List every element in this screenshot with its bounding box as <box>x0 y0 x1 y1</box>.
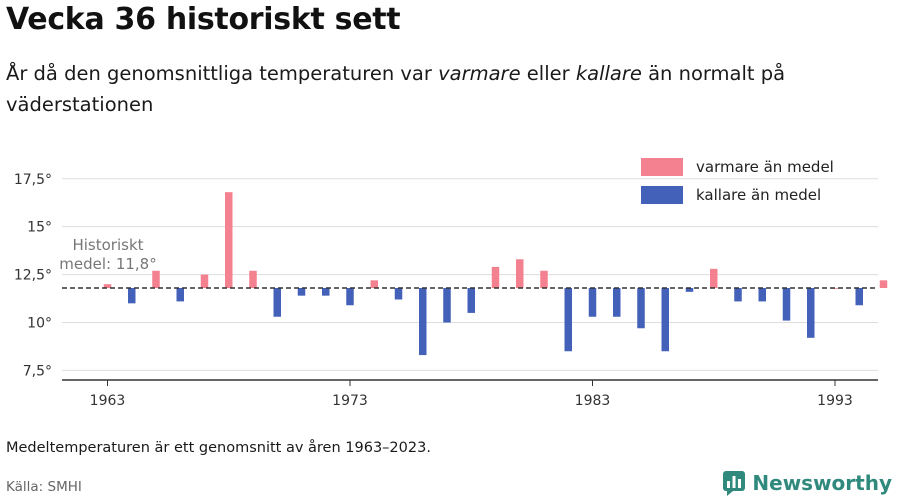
bar-1974 <box>370 280 378 288</box>
legend-swatch <box>641 158 683 176</box>
bar-1977 <box>443 288 451 323</box>
bar-1995 <box>879 280 888 288</box>
brand-logo: Newsworthy <box>722 470 892 496</box>
y-tick-label: 10° <box>27 316 52 332</box>
brand-name: Newsworthy <box>752 471 892 495</box>
bar-1983 <box>588 288 597 317</box>
bar-1973 <box>346 288 354 306</box>
bar-1989 <box>734 288 742 302</box>
y-tick-label: 12,5° <box>14 268 52 284</box>
bar-1970 <box>273 288 281 317</box>
average-label-line1: Historiskt <box>72 236 143 254</box>
chart-subtitle: År då den genomsnittliga temperaturen va… <box>6 62 786 116</box>
bar-1988 <box>710 268 718 288</box>
y-tick-label: 17,5° <box>14 172 52 188</box>
newsworthy-logo-icon <box>723 471 746 496</box>
footnote: Medeltemperaturen är ett genomsnitt av å… <box>6 440 431 456</box>
bar-1982 <box>564 288 572 352</box>
legend-label: kallare än medel <box>696 186 821 204</box>
bar-1971 <box>297 288 306 296</box>
bar-1980 <box>516 259 524 288</box>
bar-1992 <box>807 288 815 338</box>
x-tick-label: 1963 <box>90 393 126 409</box>
y-tick-label: 7,5° <box>23 363 52 379</box>
bar-1979 <box>491 266 500 288</box>
legend-swatch <box>641 186 683 204</box>
bar-1976 <box>419 288 427 356</box>
bar-1969 <box>249 270 257 288</box>
source-note: Källa: SMHI <box>6 479 82 495</box>
bar-1963 <box>103 284 112 288</box>
bar-1965 <box>152 270 160 288</box>
y-tick-label: 15° <box>27 220 52 236</box>
legend-label: varmare än medel <box>696 158 834 176</box>
bar-1994 <box>855 288 863 306</box>
bar-1966 <box>176 288 184 302</box>
bar-1972 <box>322 288 330 296</box>
cold-word: kallare <box>575 62 642 85</box>
x-tick-label: 1993 <box>817 393 853 409</box>
bar-1984 <box>613 288 621 317</box>
bar-1991 <box>782 288 791 321</box>
average-label-line2: medel: 11,8° <box>59 255 156 273</box>
bar-1986 <box>661 288 669 352</box>
bar-1985 <box>637 288 645 329</box>
bar-1967 <box>200 274 209 288</box>
bar-1975 <box>394 288 403 300</box>
warm-word: varmare <box>438 62 521 85</box>
chart-title: Vecka 36 historiskt sett <box>6 2 401 37</box>
x-tick-label: 1983 <box>575 393 611 409</box>
bar-1978 <box>467 288 475 313</box>
bar-1981 <box>540 270 548 288</box>
bar-1987 <box>685 288 694 292</box>
bar-1964 <box>128 288 136 304</box>
bar-1990 <box>758 288 766 302</box>
x-tick-label: 1973 <box>332 393 368 409</box>
bar-1968 <box>225 192 233 288</box>
